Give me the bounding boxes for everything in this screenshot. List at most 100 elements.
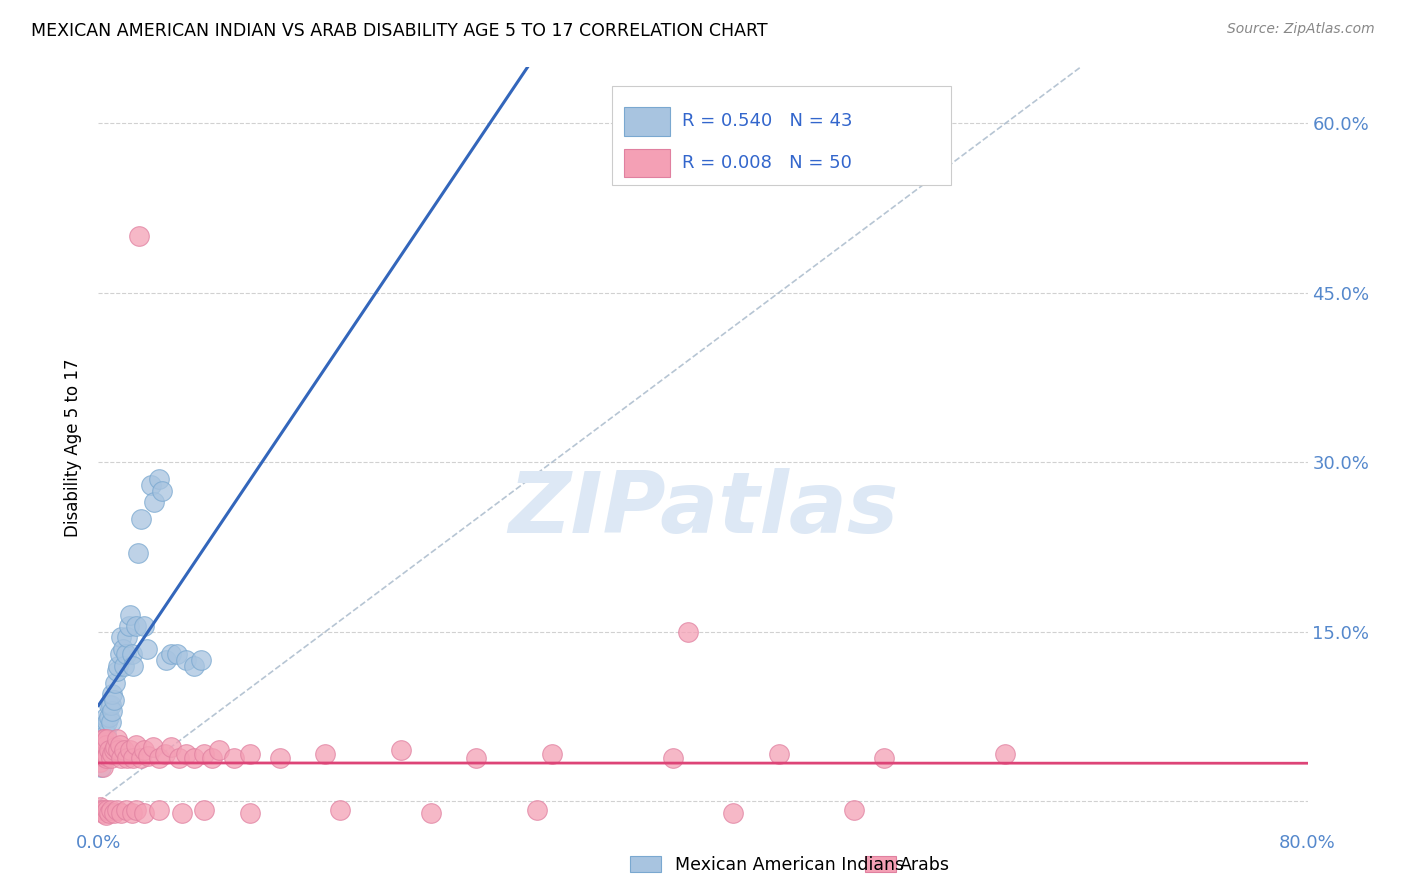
- Point: [142, 740, 165, 755]
- Point: [107, 743, 129, 757]
- Point: [125, 738, 148, 752]
- Point: [122, 658, 145, 673]
- Point: [120, 743, 142, 757]
- Point: [676, 624, 699, 639]
- Point: [98, 743, 121, 757]
- Point: [150, 483, 173, 498]
- Point: [100, 751, 122, 765]
- Point: [104, 675, 127, 690]
- Point: [114, 803, 136, 817]
- Point: [148, 803, 170, 817]
- Point: [96, 732, 118, 747]
- Point: [994, 747, 1017, 761]
- Point: [153, 747, 176, 761]
- Text: R = 0.540   N = 43: R = 0.540 N = 43: [682, 112, 853, 130]
- Text: R = 0.008   N = 50: R = 0.008 N = 50: [682, 154, 852, 172]
- Point: [167, 751, 190, 765]
- Point: [94, 808, 117, 822]
- Point: [94, 709, 117, 723]
- Point: [115, 631, 138, 645]
- Point: [96, 715, 118, 730]
- Point: [118, 619, 141, 633]
- Text: Arabs: Arabs: [900, 856, 950, 874]
- Point: [143, 495, 166, 509]
- Point: [91, 760, 114, 774]
- Point: [465, 751, 488, 765]
- Point: [89, 749, 111, 764]
- Point: [170, 805, 193, 820]
- Point: [135, 641, 157, 656]
- Point: [101, 704, 124, 718]
- Point: [96, 749, 118, 764]
- Point: [661, 751, 683, 765]
- Point: [723, 805, 745, 820]
- Point: [103, 692, 125, 706]
- FancyBboxPatch shape: [624, 148, 671, 178]
- Point: [93, 738, 115, 752]
- Point: [160, 648, 183, 662]
- Point: [93, 721, 115, 735]
- Point: [183, 658, 205, 673]
- Point: [208, 743, 231, 757]
- Point: [239, 747, 262, 761]
- Point: [98, 709, 121, 723]
- Point: [91, 732, 114, 747]
- Point: [96, 803, 118, 817]
- Point: [125, 803, 148, 817]
- Text: Source: ZipAtlas.com: Source: ZipAtlas.com: [1227, 22, 1375, 37]
- Point: [183, 751, 205, 765]
- Point: [224, 751, 246, 765]
- Point: [107, 658, 129, 673]
- Point: [100, 715, 122, 730]
- Point: [108, 738, 131, 752]
- Point: [98, 698, 121, 713]
- Point: [148, 472, 170, 486]
- Point: [90, 749, 112, 764]
- Point: [844, 803, 866, 817]
- Point: [540, 747, 562, 761]
- Point: [94, 751, 117, 765]
- Bar: [865, 856, 896, 872]
- Point: [129, 751, 152, 765]
- Point: [101, 687, 124, 701]
- Point: [136, 749, 159, 764]
- Point: [108, 648, 131, 662]
- Point: [141, 478, 163, 492]
- Point: [105, 732, 128, 747]
- Point: [110, 805, 132, 820]
- Point: [89, 800, 111, 814]
- Point: [110, 631, 132, 645]
- Point: [112, 658, 135, 673]
- Point: [420, 805, 443, 820]
- FancyBboxPatch shape: [624, 106, 671, 136]
- Point: [128, 229, 150, 244]
- Point: [114, 648, 136, 662]
- Point: [329, 803, 352, 817]
- Point: [101, 747, 124, 761]
- Point: [132, 619, 155, 633]
- Point: [93, 803, 115, 817]
- Point: [100, 803, 122, 817]
- Point: [115, 751, 138, 765]
- Point: [526, 803, 548, 817]
- Y-axis label: Disability Age 5 to 17: Disability Age 5 to 17: [65, 359, 83, 538]
- Point: [873, 751, 896, 765]
- Point: [174, 747, 197, 761]
- Point: [768, 747, 790, 761]
- Point: [91, 732, 114, 747]
- Text: ZIPatlas: ZIPatlas: [508, 467, 898, 550]
- Point: [148, 751, 170, 765]
- Point: [193, 803, 215, 817]
- Point: [239, 805, 262, 820]
- Point: [190, 653, 212, 667]
- Point: [166, 648, 188, 662]
- Point: [98, 805, 121, 820]
- Text: MEXICAN AMERICAN INDIAN VS ARAB DISABILITY AGE 5 TO 17 CORRELATION CHART: MEXICAN AMERICAN INDIAN VS ARAB DISABILI…: [31, 22, 768, 40]
- Point: [93, 732, 115, 747]
- Point: [93, 749, 115, 764]
- Point: [127, 546, 149, 560]
- Point: [269, 751, 291, 765]
- Point: [174, 653, 197, 667]
- Point: [90, 803, 112, 817]
- Text: Mexican American Indians: Mexican American Indians: [675, 856, 904, 874]
